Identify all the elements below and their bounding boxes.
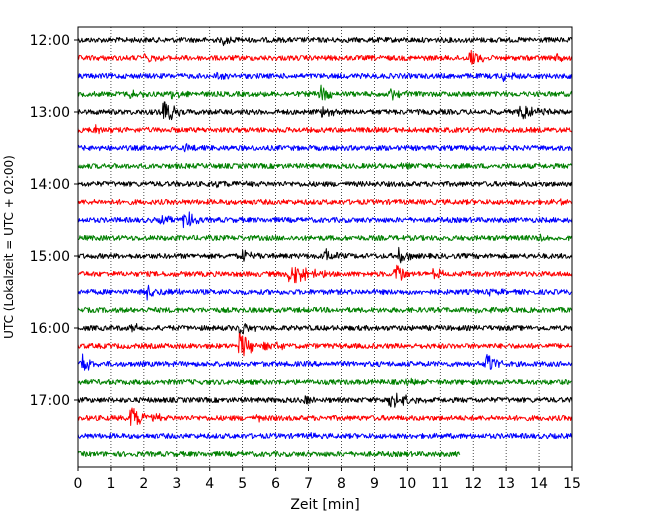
x-tick-label: 7 bbox=[304, 476, 313, 492]
y-tick-label: 15:00 bbox=[30, 249, 70, 265]
trace-13-45 bbox=[77, 162, 573, 171]
x-tick-label: 10 bbox=[398, 476, 416, 492]
trace-13-30 bbox=[77, 143, 573, 153]
x-axis-label: Zeit [min] bbox=[290, 497, 359, 513]
trace-15-30 bbox=[77, 284, 573, 301]
y-tick-label: 17:00 bbox=[30, 393, 70, 409]
trace-12-45 bbox=[77, 84, 573, 101]
x-tick-label: 15 bbox=[563, 476, 581, 492]
trace-12-00 bbox=[77, 36, 573, 47]
x-axis: 0 1 2 3 4 5 6 7 8 9 10 11 12 13 14 15 bbox=[74, 467, 581, 492]
trace-group bbox=[77, 36, 573, 458]
trace-14-45 bbox=[77, 233, 573, 242]
trace-16-45 bbox=[77, 377, 573, 387]
trace-17-45 bbox=[77, 450, 461, 458]
trace-14-00 bbox=[77, 180, 573, 189]
x-tick-label: 6 bbox=[271, 476, 280, 492]
x-tick-label: 9 bbox=[370, 476, 379, 492]
x-tick-label: 13 bbox=[497, 476, 515, 492]
trace-15-45 bbox=[77, 306, 573, 314]
x-tick-label: 8 bbox=[337, 476, 346, 492]
x-tick-label: 0 bbox=[74, 476, 83, 492]
trace-17-00 bbox=[77, 392, 573, 408]
plot-frame bbox=[77, 26, 573, 468]
trace-12-15 bbox=[77, 49, 573, 65]
trace-15-15 bbox=[77, 264, 573, 284]
trace-13-15 bbox=[77, 124, 573, 135]
trace-17-30 bbox=[77, 431, 573, 440]
x-tick-label: 12 bbox=[464, 476, 482, 492]
y-tick-label: 12:00 bbox=[30, 33, 70, 49]
trace-12-30 bbox=[77, 71, 573, 83]
x-tick-label: 1 bbox=[106, 476, 115, 492]
trace-16-30 bbox=[77, 353, 573, 371]
trace-13-00 bbox=[77, 101, 573, 121]
x-tick-label: 2 bbox=[139, 476, 148, 492]
x-tick-label: 5 bbox=[238, 476, 247, 492]
trace-14-30 bbox=[77, 211, 573, 229]
y-tick-label: 14:00 bbox=[30, 177, 70, 193]
y-tick-label: 16:00 bbox=[30, 321, 70, 337]
trace-15-00 bbox=[77, 246, 573, 264]
x-tick-label: 4 bbox=[205, 476, 214, 492]
trace-16-00 bbox=[77, 323, 573, 336]
y-tick-label: 13:00 bbox=[30, 105, 70, 121]
x-tick-label: 11 bbox=[431, 476, 449, 492]
x-tick-label: 3 bbox=[172, 476, 181, 492]
x-tick-label: 14 bbox=[530, 476, 548, 492]
trace-14-15 bbox=[77, 198, 573, 206]
y-axis: 12:00 13:00 14:00 15:00 16:00 17:00 bbox=[30, 33, 78, 409]
trace-17-15 bbox=[77, 407, 573, 426]
trace-16-15 bbox=[77, 332, 573, 357]
vertical-grid bbox=[110, 27, 540, 467]
y-axis-label: UTC (Lokalzeit = UTC + 02:00) bbox=[2, 155, 16, 339]
